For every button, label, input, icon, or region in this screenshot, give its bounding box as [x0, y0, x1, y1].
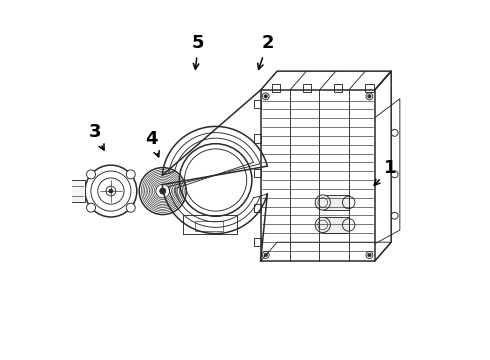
Circle shape — [156, 184, 170, 198]
FancyBboxPatch shape — [323, 217, 349, 233]
Circle shape — [126, 203, 135, 212]
FancyBboxPatch shape — [254, 169, 261, 177]
Circle shape — [315, 195, 330, 210]
Circle shape — [160, 188, 166, 194]
Circle shape — [126, 170, 135, 179]
Circle shape — [368, 253, 371, 257]
FancyBboxPatch shape — [254, 100, 261, 108]
Text: 5: 5 — [192, 35, 205, 69]
Circle shape — [368, 95, 371, 98]
Text: 4: 4 — [146, 130, 159, 157]
FancyBboxPatch shape — [365, 84, 373, 92]
Circle shape — [87, 203, 96, 212]
Text: 1: 1 — [374, 159, 396, 185]
FancyBboxPatch shape — [323, 195, 349, 210]
FancyBboxPatch shape — [334, 84, 343, 92]
Text: 2: 2 — [258, 35, 274, 69]
Circle shape — [109, 189, 113, 193]
FancyBboxPatch shape — [195, 221, 222, 231]
Circle shape — [315, 217, 330, 233]
FancyBboxPatch shape — [254, 238, 261, 246]
FancyBboxPatch shape — [254, 203, 261, 212]
Text: 3: 3 — [88, 123, 104, 150]
Circle shape — [87, 170, 96, 179]
Circle shape — [264, 253, 268, 257]
FancyBboxPatch shape — [254, 134, 261, 143]
FancyBboxPatch shape — [303, 84, 311, 92]
Circle shape — [264, 95, 268, 98]
FancyBboxPatch shape — [69, 180, 85, 202]
FancyBboxPatch shape — [272, 84, 280, 92]
